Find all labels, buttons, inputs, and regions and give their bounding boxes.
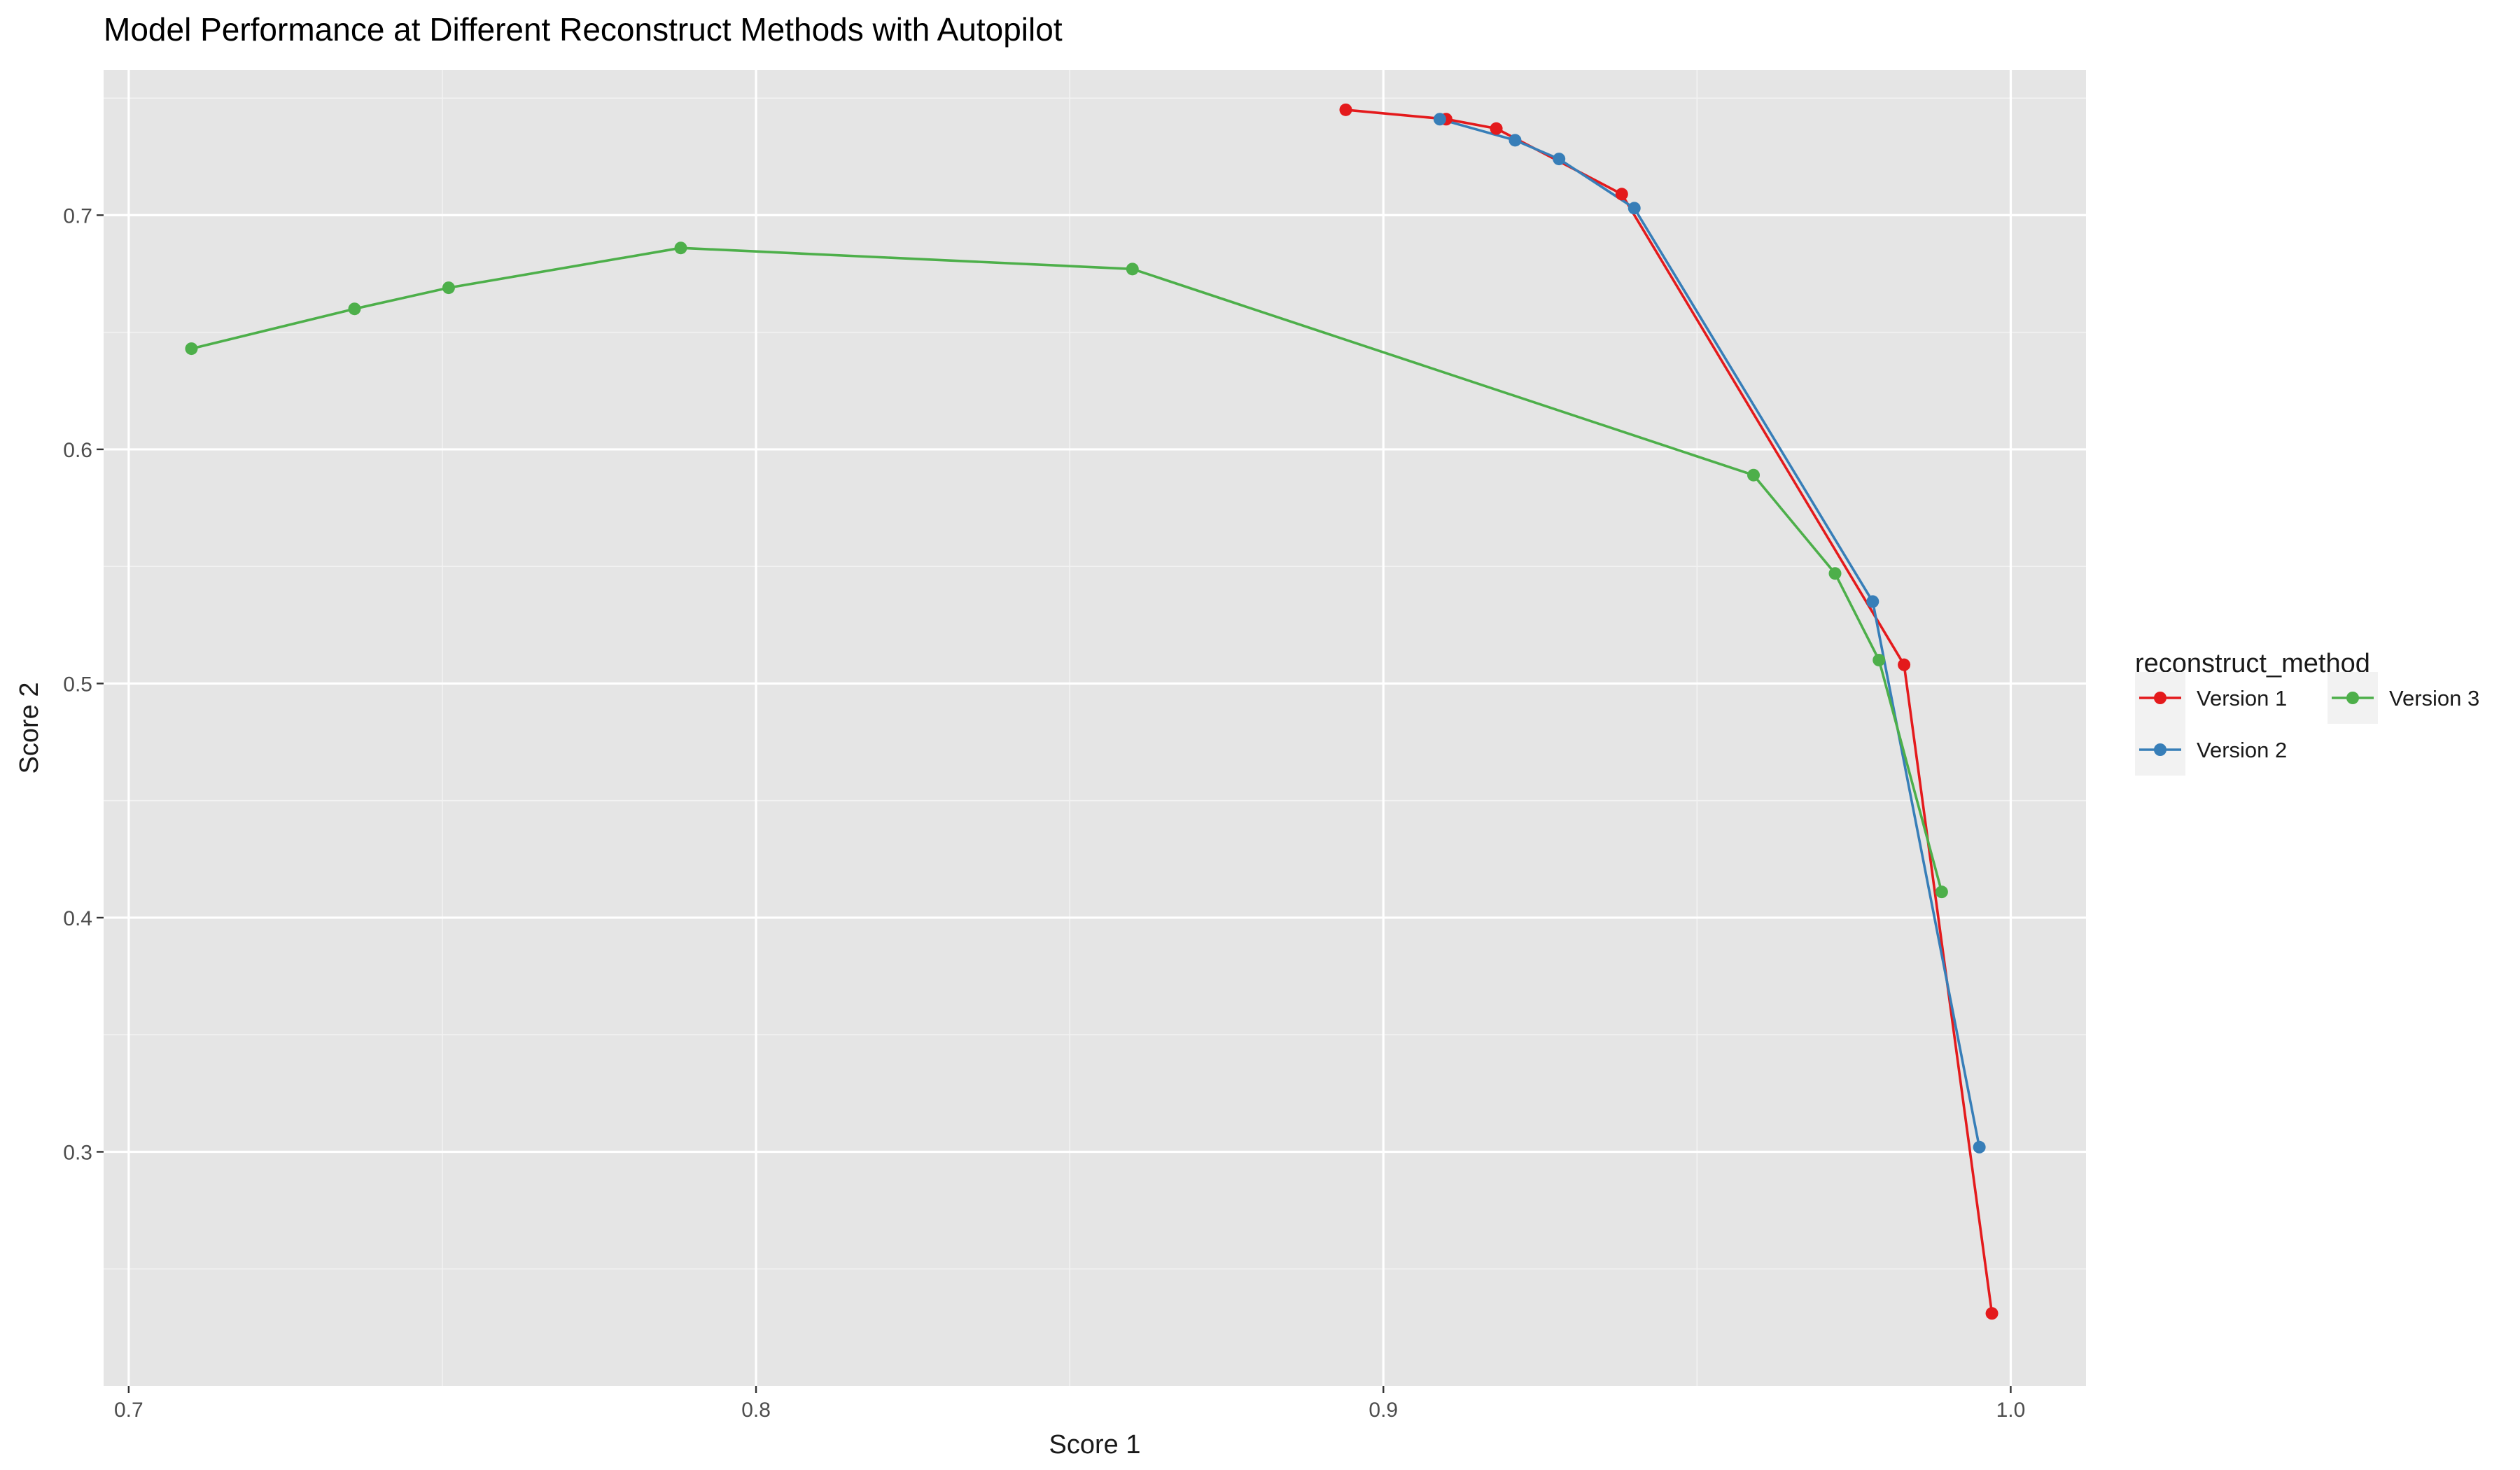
y-tick-label: 0.5 [63, 673, 92, 696]
data-point-version-2 [1553, 153, 1566, 166]
x-axis-title: Score 1 [1049, 1430, 1141, 1460]
x-tick-label: 1.0 [1996, 1399, 2026, 1422]
series-points-version-3 [185, 241, 1948, 899]
x-tick-label: 0.8 [741, 1399, 771, 1422]
data-point-version-3 [1126, 262, 1139, 276]
legend-label-version-3: Version 3 [2389, 686, 2479, 710]
legend-entry-version-1: Version 1 [2135, 672, 2287, 724]
plot-panel [104, 70, 2086, 1386]
y-axis: 0.3 0.4 0.5 0.6 0.7 [63, 204, 104, 1164]
data-point-version-2 [1433, 113, 1446, 126]
data-point-version-2 [1866, 595, 1879, 608]
legend-keys: Version 1 Version 2 Version 3 [2135, 672, 2479, 776]
series-line-version-2 [1439, 118, 1981, 1148]
legend-key-point [2154, 692, 2166, 704]
series-layer [185, 103, 1998, 1320]
y-axis-title: Score 2 [15, 682, 44, 774]
y-tick-label: 0.4 [63, 907, 92, 930]
data-point-version-3 [674, 241, 687, 255]
data-point-version-2 [1508, 134, 1522, 147]
data-point-version-3 [1935, 886, 1948, 899]
major-grid [104, 70, 2086, 1386]
data-point-version-1 [1985, 1307, 1998, 1320]
data-point-version-1 [1615, 188, 1628, 201]
data-point-version-3 [1872, 653, 1886, 666]
x-tick-label: 0.7 [114, 1399, 144, 1422]
series-version-2 [1439, 118, 1981, 1148]
data-point-version-1 [1339, 103, 1352, 116]
data-point-version-2 [1973, 1140, 1986, 1154]
data-point-version-2 [1628, 202, 1641, 215]
y-tick-label: 0.7 [63, 204, 92, 227]
data-point-version-1 [1898, 658, 1911, 671]
minor-grid [104, 70, 2086, 1386]
data-point-version-3 [1747, 468, 1760, 482]
legend-key-point [2154, 743, 2166, 756]
data-point-version-3 [442, 281, 455, 295]
data-point-version-3 [185, 342, 198, 356]
data-point-version-1 [1490, 122, 1503, 135]
x-axis: 0.7 0.8 0.9 1.0 [114, 1386, 2025, 1422]
legend-entry-version-2: Version 2 [2135, 724, 2287, 776]
chart-title: Model Performance at Different Reconstru… [104, 11, 1063, 48]
data-point-version-3 [1828, 567, 1842, 580]
legend-label-version-2: Version 2 [2197, 738, 2287, 762]
legend-entry-version-3: Version 3 [2328, 672, 2479, 724]
y-tick-label: 0.3 [63, 1141, 92, 1164]
data-point-version-3 [348, 302, 361, 316]
legend-label-version-1: Version 1 [2197, 686, 2287, 710]
x-tick-label: 0.9 [1368, 1399, 1398, 1422]
y-tick-label: 0.6 [63, 439, 92, 462]
series-points-version-2 [1433, 113, 1986, 1154]
legend-key-point [2346, 692, 2359, 704]
